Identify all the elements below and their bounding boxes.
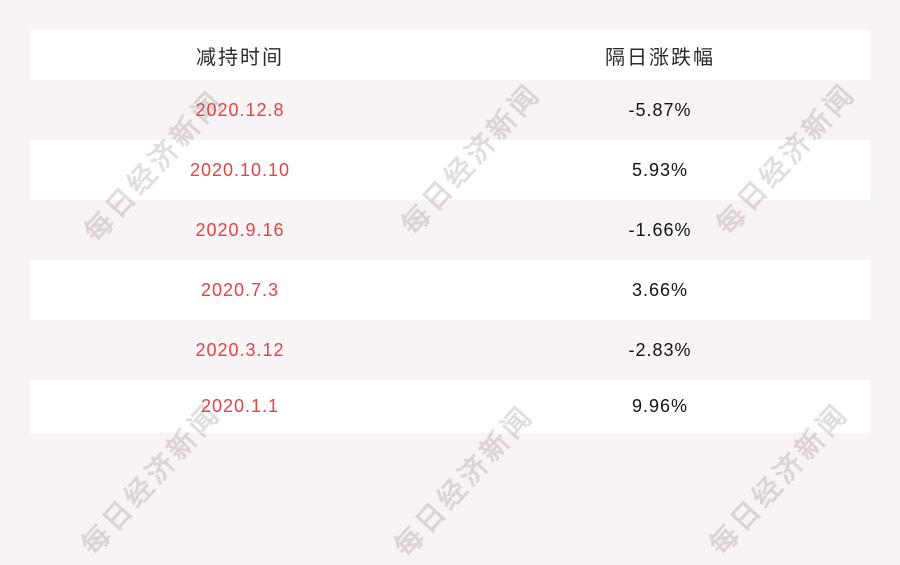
cell-change: 3.66% <box>631 279 689 300</box>
cell-change: 9.96% <box>631 396 689 416</box>
table-row: 2020.12.8 -5.87% <box>30 80 870 140</box>
cell-date: 2020.10.10 <box>189 159 291 180</box>
column-header-date: 减持时间 <box>196 46 284 69</box>
table-header-row: 减持时间 隔日涨跌幅 <box>30 30 870 80</box>
cell-date: 2020.12.8 <box>195 99 285 120</box>
cell-change: 5.93% <box>631 159 689 180</box>
table-row: 2020.3.12 -2.83% <box>30 320 870 380</box>
table-row: 2020.10.10 5.93% <box>30 140 870 200</box>
cell-change: -5.87% <box>628 99 692 120</box>
page: 减持时间 隔日涨跌幅 2020.12.8 -5.87% 2020.10.10 5… <box>30 30 870 563</box>
table-row: 2020.7.3 3.66% <box>30 260 870 320</box>
cell-change: -2.83% <box>628 339 692 360</box>
table-row: 2020.9.16 -1.66% <box>30 200 870 260</box>
cell-change: -1.66% <box>628 219 692 240</box>
cell-date: 2020.3.12 <box>195 339 285 360</box>
cell-date: 2020.1.1 <box>200 396 280 416</box>
column-header-change: 隔日涨跌幅 <box>605 46 715 69</box>
cell-date: 2020.9.16 <box>195 219 285 240</box>
reduction-table: 减持时间 隔日涨跌幅 2020.12.8 -5.87% 2020.10.10 5… <box>30 30 870 433</box>
cell-date: 2020.7.3 <box>200 279 280 300</box>
table-row: 2020.1.1 9.96% <box>30 380 870 433</box>
